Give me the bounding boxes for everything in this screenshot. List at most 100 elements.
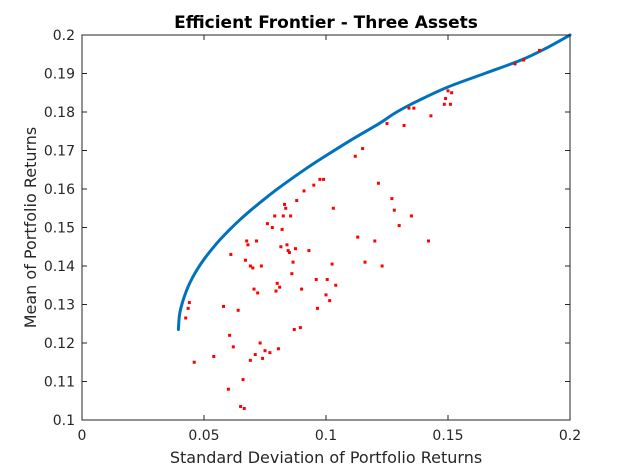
portfolio-point [353, 154, 357, 158]
portfolio-point [273, 214, 277, 218]
portfolio-point [248, 264, 252, 268]
portfolio-point [412, 106, 416, 110]
portfolio-point [426, 239, 430, 243]
portfolio-point [446, 89, 450, 93]
portfolio-point [258, 341, 262, 345]
portfolio-point [314, 277, 318, 281]
x-tick-label: 0.2 [559, 428, 581, 444]
x-tick-label: 0 [78, 428, 87, 444]
portfolio-point [450, 91, 454, 95]
portfolio-point [325, 277, 329, 281]
portfolio-point [300, 287, 304, 291]
portfolio-point [270, 226, 274, 229]
chart-title: Efficient Frontier - Three Assets [174, 13, 478, 33]
y-tick-label: 0.11 [44, 375, 75, 391]
portfolio-point [212, 354, 216, 358]
portfolio-point [275, 281, 279, 285]
portfolio-point [186, 306, 190, 310]
portfolio-point [276, 347, 280, 351]
y-tick-label: 0.1 [53, 413, 75, 429]
portfolio-point [322, 177, 326, 181]
portfolio-point [287, 251, 291, 255]
portfolio-point [278, 285, 282, 289]
portfolio-point [290, 272, 294, 276]
portfolio-point [254, 239, 258, 243]
portfolio-point [184, 316, 188, 320]
y-tick-label: 0.18 [44, 105, 75, 121]
portfolio-point [251, 266, 255, 270]
portfolio-point [513, 62, 517, 66]
portfolio-point [259, 264, 263, 268]
portfolio-point [239, 405, 243, 409]
portfolio-point [328, 299, 332, 303]
portfolio-point [231, 345, 235, 349]
portfolio-point [409, 214, 413, 218]
portfolio-point [385, 122, 389, 126]
portfolio-point [538, 48, 541, 52]
y-tick-label: 0.19 [44, 67, 75, 83]
portfolio-point [318, 177, 322, 181]
portfolio-point [274, 289, 278, 293]
portfolio-point [407, 106, 411, 110]
portfolio-point [295, 199, 299, 203]
y-tick-label: 0.17 [44, 144, 75, 160]
portfolio-point [448, 102, 452, 106]
portfolio-point [444, 97, 448, 101]
portfolio-point [294, 247, 297, 251]
portfolio-point [228, 333, 232, 337]
y-ticks: 0.1 0.11 0.12 0.13 0.14 0.15 0.16 0.17 0.18 0.19 0… [44, 28, 570, 429]
portfolio-point [248, 358, 252, 362]
y-tick-label: 0.2 [53, 28, 75, 44]
portfolio-point [245, 239, 249, 243]
portfolio-point [392, 208, 396, 212]
portfolio-point [286, 249, 290, 253]
portfolio-point [291, 260, 295, 264]
portfolio-point [331, 206, 335, 210]
portfolio-point [279, 245, 283, 249]
y-tick-label: 0.13 [44, 298, 75, 314]
x-ticks: 0 0.05 0.1 0.15 0.2 [78, 35, 581, 444]
portfolio-point [298, 326, 302, 330]
y-tick-label: 0.15 [44, 221, 75, 237]
portfolio-point [356, 235, 360, 239]
portfolio-point [241, 378, 245, 382]
portfolio-point [373, 239, 377, 243]
portfolio-point [243, 258, 247, 262]
portfolio-point [312, 183, 316, 187]
portfolio-point [361, 147, 365, 151]
y-tick-label: 0.16 [44, 182, 75, 198]
portfolio-point [236, 308, 240, 312]
portfolio-point [429, 114, 433, 118]
portfolio-point [289, 214, 293, 218]
portfolio-point [292, 328, 296, 332]
portfolio-point [380, 264, 384, 268]
y-tick-label: 0.12 [44, 336, 75, 352]
x-tick-label: 0.05 [188, 428, 219, 444]
portfolio-point [192, 360, 196, 364]
portfolio-point [307, 249, 311, 253]
portfolio-point [281, 214, 285, 218]
x-tick-label: 0.1 [315, 428, 337, 444]
portfolio-point [302, 189, 306, 193]
portfolio-point [229, 252, 233, 256]
portfolio-point [187, 301, 191, 305]
portfolio-point [376, 181, 380, 185]
portfolio-point [330, 262, 334, 266]
portfolio-point [252, 287, 256, 291]
x-tick-label: 0.15 [432, 428, 463, 444]
portfolio-point [285, 243, 289, 247]
portfolio-point [390, 197, 394, 201]
portfolio-point [442, 102, 446, 106]
portfolio-point [397, 224, 401, 228]
portfolio-point [256, 291, 260, 295]
portfolio-point [265, 222, 269, 226]
portfolio-point [284, 206, 288, 210]
portfolio-point [268, 351, 272, 355]
axes-box [81, 34, 571, 421]
efficient-frontier-line [176, 33, 572, 332]
portfolio-point [324, 293, 328, 297]
portfolio-point [315, 306, 319, 310]
portfolio-point [363, 260, 367, 264]
